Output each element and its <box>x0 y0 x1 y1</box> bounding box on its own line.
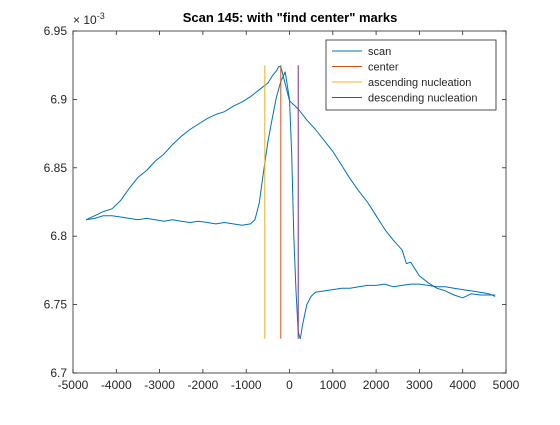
legend-box <box>325 39 497 111</box>
series-scan-line-4 <box>299 283 496 339</box>
y-tick-label: 6.7 <box>50 366 67 380</box>
series-scan-line-1 <box>85 66 281 221</box>
x-tick-label: -1000 <box>231 378 262 392</box>
x-tick-label: -5000 <box>58 378 89 392</box>
x-tick-label: 3000 <box>406 378 433 392</box>
legend-label-scan: scan <box>368 46 391 58</box>
x-tick-label: 2000 <box>363 378 390 392</box>
y-axis-exponent-label: × 10-3 <box>73 11 105 27</box>
chart-title: Scan 145: with "find center" marks <box>183 10 398 25</box>
x-tick-label: -4000 <box>101 378 132 392</box>
x-tick-label: -3000 <box>144 378 175 392</box>
x-tick-label: 0 <box>286 378 293 392</box>
series-scan-line-2 <box>280 66 496 299</box>
x-tick-label: 4000 <box>449 378 476 392</box>
legend: scan center ascending nucleation descending… <box>325 39 497 111</box>
y-tick-label: 6.85 <box>44 161 68 175</box>
y-tick-label: 6.95 <box>44 24 68 38</box>
legend-label-descending-nucleation: descending nucleation <box>368 93 477 105</box>
x-tick-label: 1000 <box>319 378 346 392</box>
legend-label-center: center <box>368 62 399 74</box>
y-tick-label: 6.8 <box>50 229 67 243</box>
x-tick-label: -2000 <box>188 378 219 392</box>
y-tick-label: 6.9 <box>50 92 67 106</box>
y-tick-label: 6.75 <box>44 298 68 312</box>
lines-layer <box>85 65 496 339</box>
y-axis-exponent-power: -3 <box>97 11 105 21</box>
ticks-layer: -5000 -4000 -3000 -2000 -1000 0 1000 2000 3000 40… <box>44 24 520 392</box>
legend-label-ascending-nucleation: ascending nucleation <box>368 77 471 89</box>
series-scan-line-3 <box>85 71 301 339</box>
x-tick-label: 5000 <box>493 378 520 392</box>
